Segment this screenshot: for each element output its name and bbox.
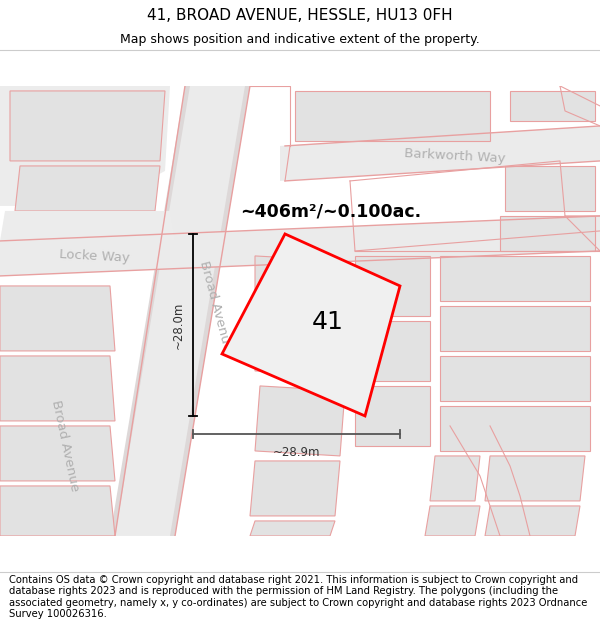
Polygon shape: [110, 86, 190, 536]
Polygon shape: [440, 356, 590, 401]
Polygon shape: [440, 406, 590, 451]
Polygon shape: [222, 234, 400, 416]
Text: Barkworth Way: Barkworth Way: [404, 147, 506, 165]
Polygon shape: [255, 386, 345, 456]
Polygon shape: [255, 321, 345, 376]
Polygon shape: [0, 486, 115, 536]
Polygon shape: [485, 506, 580, 536]
Polygon shape: [280, 126, 600, 181]
Polygon shape: [170, 86, 250, 536]
Text: ~28.9m: ~28.9m: [273, 446, 320, 459]
Polygon shape: [0, 216, 600, 276]
Text: Locke Way: Locke Way: [59, 248, 131, 264]
Polygon shape: [485, 456, 585, 501]
Polygon shape: [355, 386, 430, 446]
Text: Broad Avenue: Broad Avenue: [197, 259, 233, 352]
Polygon shape: [250, 521, 335, 536]
Polygon shape: [355, 321, 430, 381]
Polygon shape: [440, 256, 590, 301]
Polygon shape: [15, 166, 160, 211]
Text: 41: 41: [312, 311, 344, 334]
Text: ~28.0m: ~28.0m: [172, 301, 185, 349]
Polygon shape: [355, 256, 430, 316]
Polygon shape: [255, 256, 345, 316]
Polygon shape: [425, 506, 480, 536]
Polygon shape: [0, 86, 170, 206]
Text: Map shows position and indicative extent of the property.: Map shows position and indicative extent…: [120, 34, 480, 46]
Polygon shape: [10, 91, 165, 161]
Polygon shape: [430, 456, 480, 501]
Polygon shape: [115, 86, 250, 536]
Polygon shape: [0, 356, 115, 421]
Polygon shape: [250, 461, 340, 516]
Polygon shape: [440, 306, 590, 351]
Text: 41, BROAD AVENUE, HESSLE, HU13 0FH: 41, BROAD AVENUE, HESSLE, HU13 0FH: [147, 8, 453, 22]
Polygon shape: [0, 426, 115, 481]
Polygon shape: [510, 91, 595, 121]
Text: Broad Avenue: Broad Avenue: [49, 399, 81, 493]
Text: Contains OS data © Crown copyright and database right 2021. This information is : Contains OS data © Crown copyright and d…: [9, 574, 587, 619]
Polygon shape: [0, 286, 115, 351]
Polygon shape: [295, 91, 490, 141]
Polygon shape: [505, 166, 595, 211]
Polygon shape: [0, 211, 175, 241]
Text: ~406m²/~0.100ac.: ~406m²/~0.100ac.: [240, 203, 421, 221]
Polygon shape: [500, 216, 595, 251]
